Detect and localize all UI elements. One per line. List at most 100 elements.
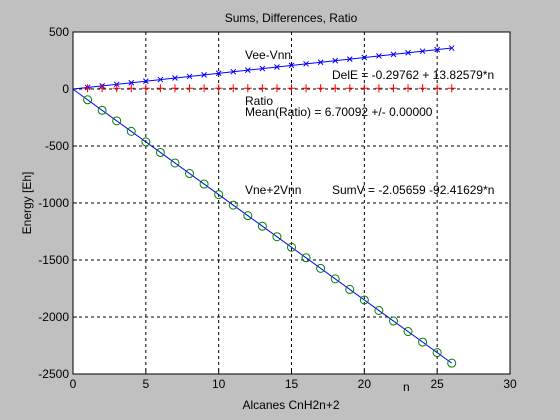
- y-tick-label: 0: [62, 82, 69, 96]
- point-ratio: [433, 84, 442, 93]
- point-vee-vnn: [376, 53, 382, 59]
- data-marks: [83, 45, 457, 368]
- point-ratio: [83, 84, 92, 93]
- point-vne-2vnn: [257, 221, 267, 231]
- point-vee-vnn: [405, 49, 411, 56]
- point-vee-vnn: [448, 45, 455, 51]
- point-vee-vnn: [186, 73, 193, 80]
- point-vne-2vnn: [374, 305, 384, 315]
- point-ratio: [389, 84, 398, 93]
- annotation-ratio: Ratio: [245, 94, 273, 108]
- y-tick-label: 500: [49, 25, 69, 39]
- point-vee-vnn: [434, 46, 441, 53]
- point-vne-2vnn: [228, 200, 238, 210]
- point-vee-vnn: [157, 76, 164, 83]
- annotation-vee-vnn: Vee-Vnn: [245, 48, 291, 62]
- y-axis-label: Energy [Eh]: [20, 172, 34, 235]
- point-vne-2vnn: [287, 242, 296, 252]
- point-ratio: [316, 84, 325, 93]
- y-tick-label: -2000: [38, 310, 69, 324]
- y-tick-label: -500: [45, 139, 69, 153]
- point-vee-vnn: [346, 56, 353, 62]
- point-vee-vnn: [390, 51, 397, 58]
- point-vee-vnn: [332, 57, 339, 64]
- point-vne-2vnn: [403, 327, 413, 337]
- fit-line-vne-2vnn: [72, 88, 453, 364]
- point-vne-2vnn: [199, 179, 209, 189]
- point-ratio: [214, 84, 223, 93]
- y-axis: -2500 -2000 -1500 -1000 -500 0 500: [38, 25, 77, 381]
- point-ratio: [374, 84, 383, 93]
- point-vne-2vnn: [214, 190, 224, 200]
- point-vee-vnn: [274, 64, 280, 70]
- point-ratio: [127, 84, 136, 93]
- point-vee-vnn: [172, 75, 178, 81]
- point-vee-vnn: [288, 62, 295, 69]
- point-ratio: [229, 84, 238, 93]
- x-tick-label: 15: [285, 377, 299, 391]
- point-vne-2vnn: [272, 232, 282, 242]
- point-ratio: [345, 84, 354, 93]
- point-vee-vnn: [215, 70, 222, 77]
- annotation-dele: DelE = -0.29762 + 13.82579*n: [332, 68, 494, 82]
- point-ratio: [141, 84, 150, 93]
- chart-title: Sums, Differences, Ratio: [225, 11, 358, 25]
- point-ratio: [404, 84, 413, 93]
- point-vne-2vnn: [97, 105, 107, 115]
- point-ratio: [331, 84, 340, 93]
- point-ratio: [287, 84, 296, 93]
- point-vne-2vnn: [316, 263, 326, 273]
- point-ratio: [170, 84, 179, 93]
- point-ratio: [243, 84, 252, 93]
- annotation-vne-2vnn: Vne+2Vnn: [245, 183, 301, 197]
- annotation-sumv: SumV = -2.05659 -92.41629*n: [332, 183, 494, 197]
- point-ratio: [258, 84, 267, 93]
- point-vne-2vnn: [418, 337, 428, 347]
- point-vne-2vnn: [155, 147, 165, 157]
- point-vne-2vnn: [141, 137, 151, 147]
- point-vee-vnn: [128, 79, 135, 86]
- point-vee-vnn: [230, 68, 237, 75]
- point-ratio: [272, 84, 281, 93]
- point-vee-vnn: [303, 60, 309, 67]
- point-vne-2vnn: [388, 316, 398, 326]
- point-vne-2vnn: [447, 358, 457, 368]
- point-vne-2vnn: [170, 158, 180, 168]
- point-vne-2vnn: [126, 126, 136, 136]
- annotation-mean-ratio: Mean(Ratio) = 6.70092 +/- 0.00000: [245, 105, 433, 119]
- point-ratio: [156, 84, 165, 93]
- point-vne-2vnn: [330, 274, 340, 284]
- point-vne-2vnn: [243, 211, 253, 221]
- x-tick-label: 0: [70, 377, 77, 391]
- point-vee-vnn: [419, 48, 426, 55]
- point-vee-vnn: [317, 59, 324, 66]
- point-ratio: [418, 84, 427, 93]
- point-vne-2vnn: [359, 295, 369, 305]
- point-vne-2vnn: [432, 348, 442, 358]
- y-tick-label: -1000: [38, 196, 69, 210]
- point-ratio: [200, 84, 209, 93]
- point-vee-vnn: [244, 67, 251, 73]
- point-ratio: [112, 84, 121, 93]
- x-tick-label: 5: [142, 377, 149, 391]
- point-vne-2vnn: [345, 284, 355, 294]
- x-axis-label: Alcanes CnH2n+2: [242, 398, 339, 412]
- point-vne-2vnn: [185, 169, 195, 179]
- y-tick-label: -2500: [38, 367, 69, 381]
- point-vee-vnn: [361, 54, 368, 61]
- point-ratio: [185, 84, 194, 93]
- x-tick-label: 25: [430, 377, 444, 391]
- x-axis: 0 5 10 15 20 25 30: [70, 370, 517, 391]
- point-vee-vnn: [201, 71, 207, 78]
- point-vne-2vnn: [112, 116, 122, 126]
- point-ratio: [447, 84, 456, 93]
- point-ratio: [98, 84, 107, 93]
- annotation-n: n: [403, 380, 410, 394]
- point-vne-2vnn: [83, 95, 93, 105]
- x-tick-label: 20: [358, 377, 372, 391]
- point-ratio: [302, 84, 311, 93]
- point-ratio: [360, 84, 369, 93]
- x-tick-label: 30: [503, 377, 517, 391]
- point-vee-vnn: [142, 78, 149, 85]
